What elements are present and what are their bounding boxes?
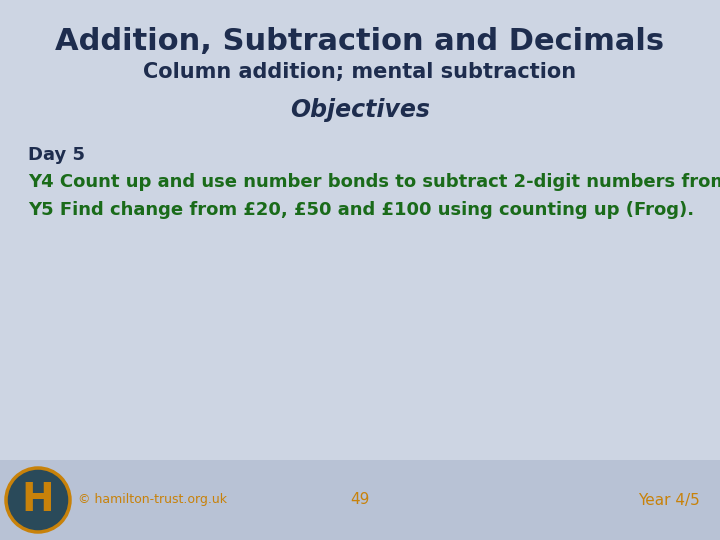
Text: © hamilton-trust.org.uk: © hamilton-trust.org.uk bbox=[78, 494, 227, 507]
Bar bbox=[0, 460, 720, 540]
Text: Y4 Count up and use number bonds to subtract 2-digit numbers from 100.: Y4 Count up and use number bonds to subt… bbox=[28, 173, 720, 191]
Text: Day 5: Day 5 bbox=[28, 146, 85, 164]
Text: Y5 Find change from £20, £50 and £100 using counting up (Frog).: Y5 Find change from £20, £50 and £100 us… bbox=[28, 201, 694, 219]
Text: Column addition; mental subtraction: Column addition; mental subtraction bbox=[143, 62, 577, 82]
Bar bbox=[0, 0, 720, 460]
Text: Objectives: Objectives bbox=[290, 98, 430, 122]
Text: 49: 49 bbox=[351, 492, 369, 508]
Text: H: H bbox=[22, 481, 54, 519]
Text: Year 4/5: Year 4/5 bbox=[638, 492, 700, 508]
Ellipse shape bbox=[6, 468, 70, 532]
Text: Addition, Subtraction and Decimals: Addition, Subtraction and Decimals bbox=[55, 28, 665, 57]
